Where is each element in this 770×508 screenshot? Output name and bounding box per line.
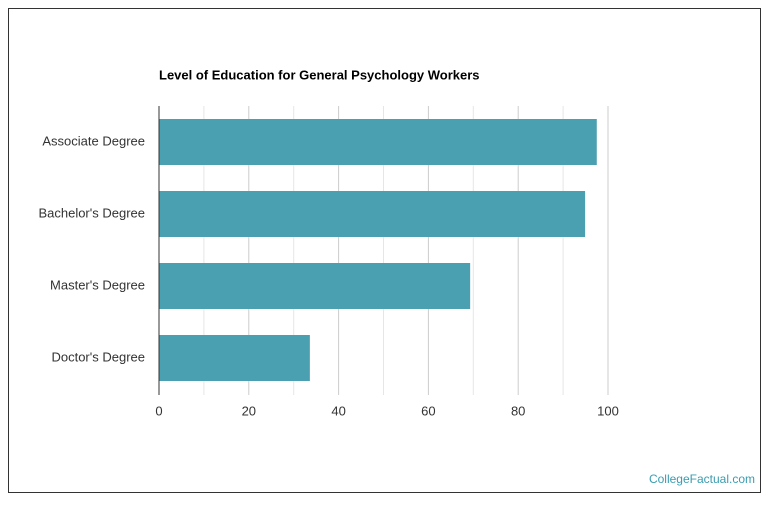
x-tick-label: 100 <box>597 403 619 418</box>
bar <box>159 263 471 309</box>
x-tick-label: 60 <box>421 403 435 418</box>
bar <box>159 335 310 381</box>
x-tick-label: 20 <box>242 403 256 418</box>
y-tick-label: Bachelor's Degree <box>38 205 145 220</box>
y-tick-label: Doctor's Degree <box>51 349 145 364</box>
bar <box>159 119 597 165</box>
y-tick-label: Master's Degree <box>50 277 145 292</box>
x-tick-label: 80 <box>511 403 525 418</box>
x-tick-label: 0 <box>155 403 162 418</box>
x-tick-label: 40 <box>331 403 345 418</box>
frame <box>8 8 761 493</box>
bar <box>159 191 586 237</box>
chart-title: Level of Education for General Psycholog… <box>159 67 480 82</box>
source-link[interactable]: CollegeFactual.com <box>649 472 755 486</box>
y-tick-label: Associate Degree <box>42 133 145 148</box>
